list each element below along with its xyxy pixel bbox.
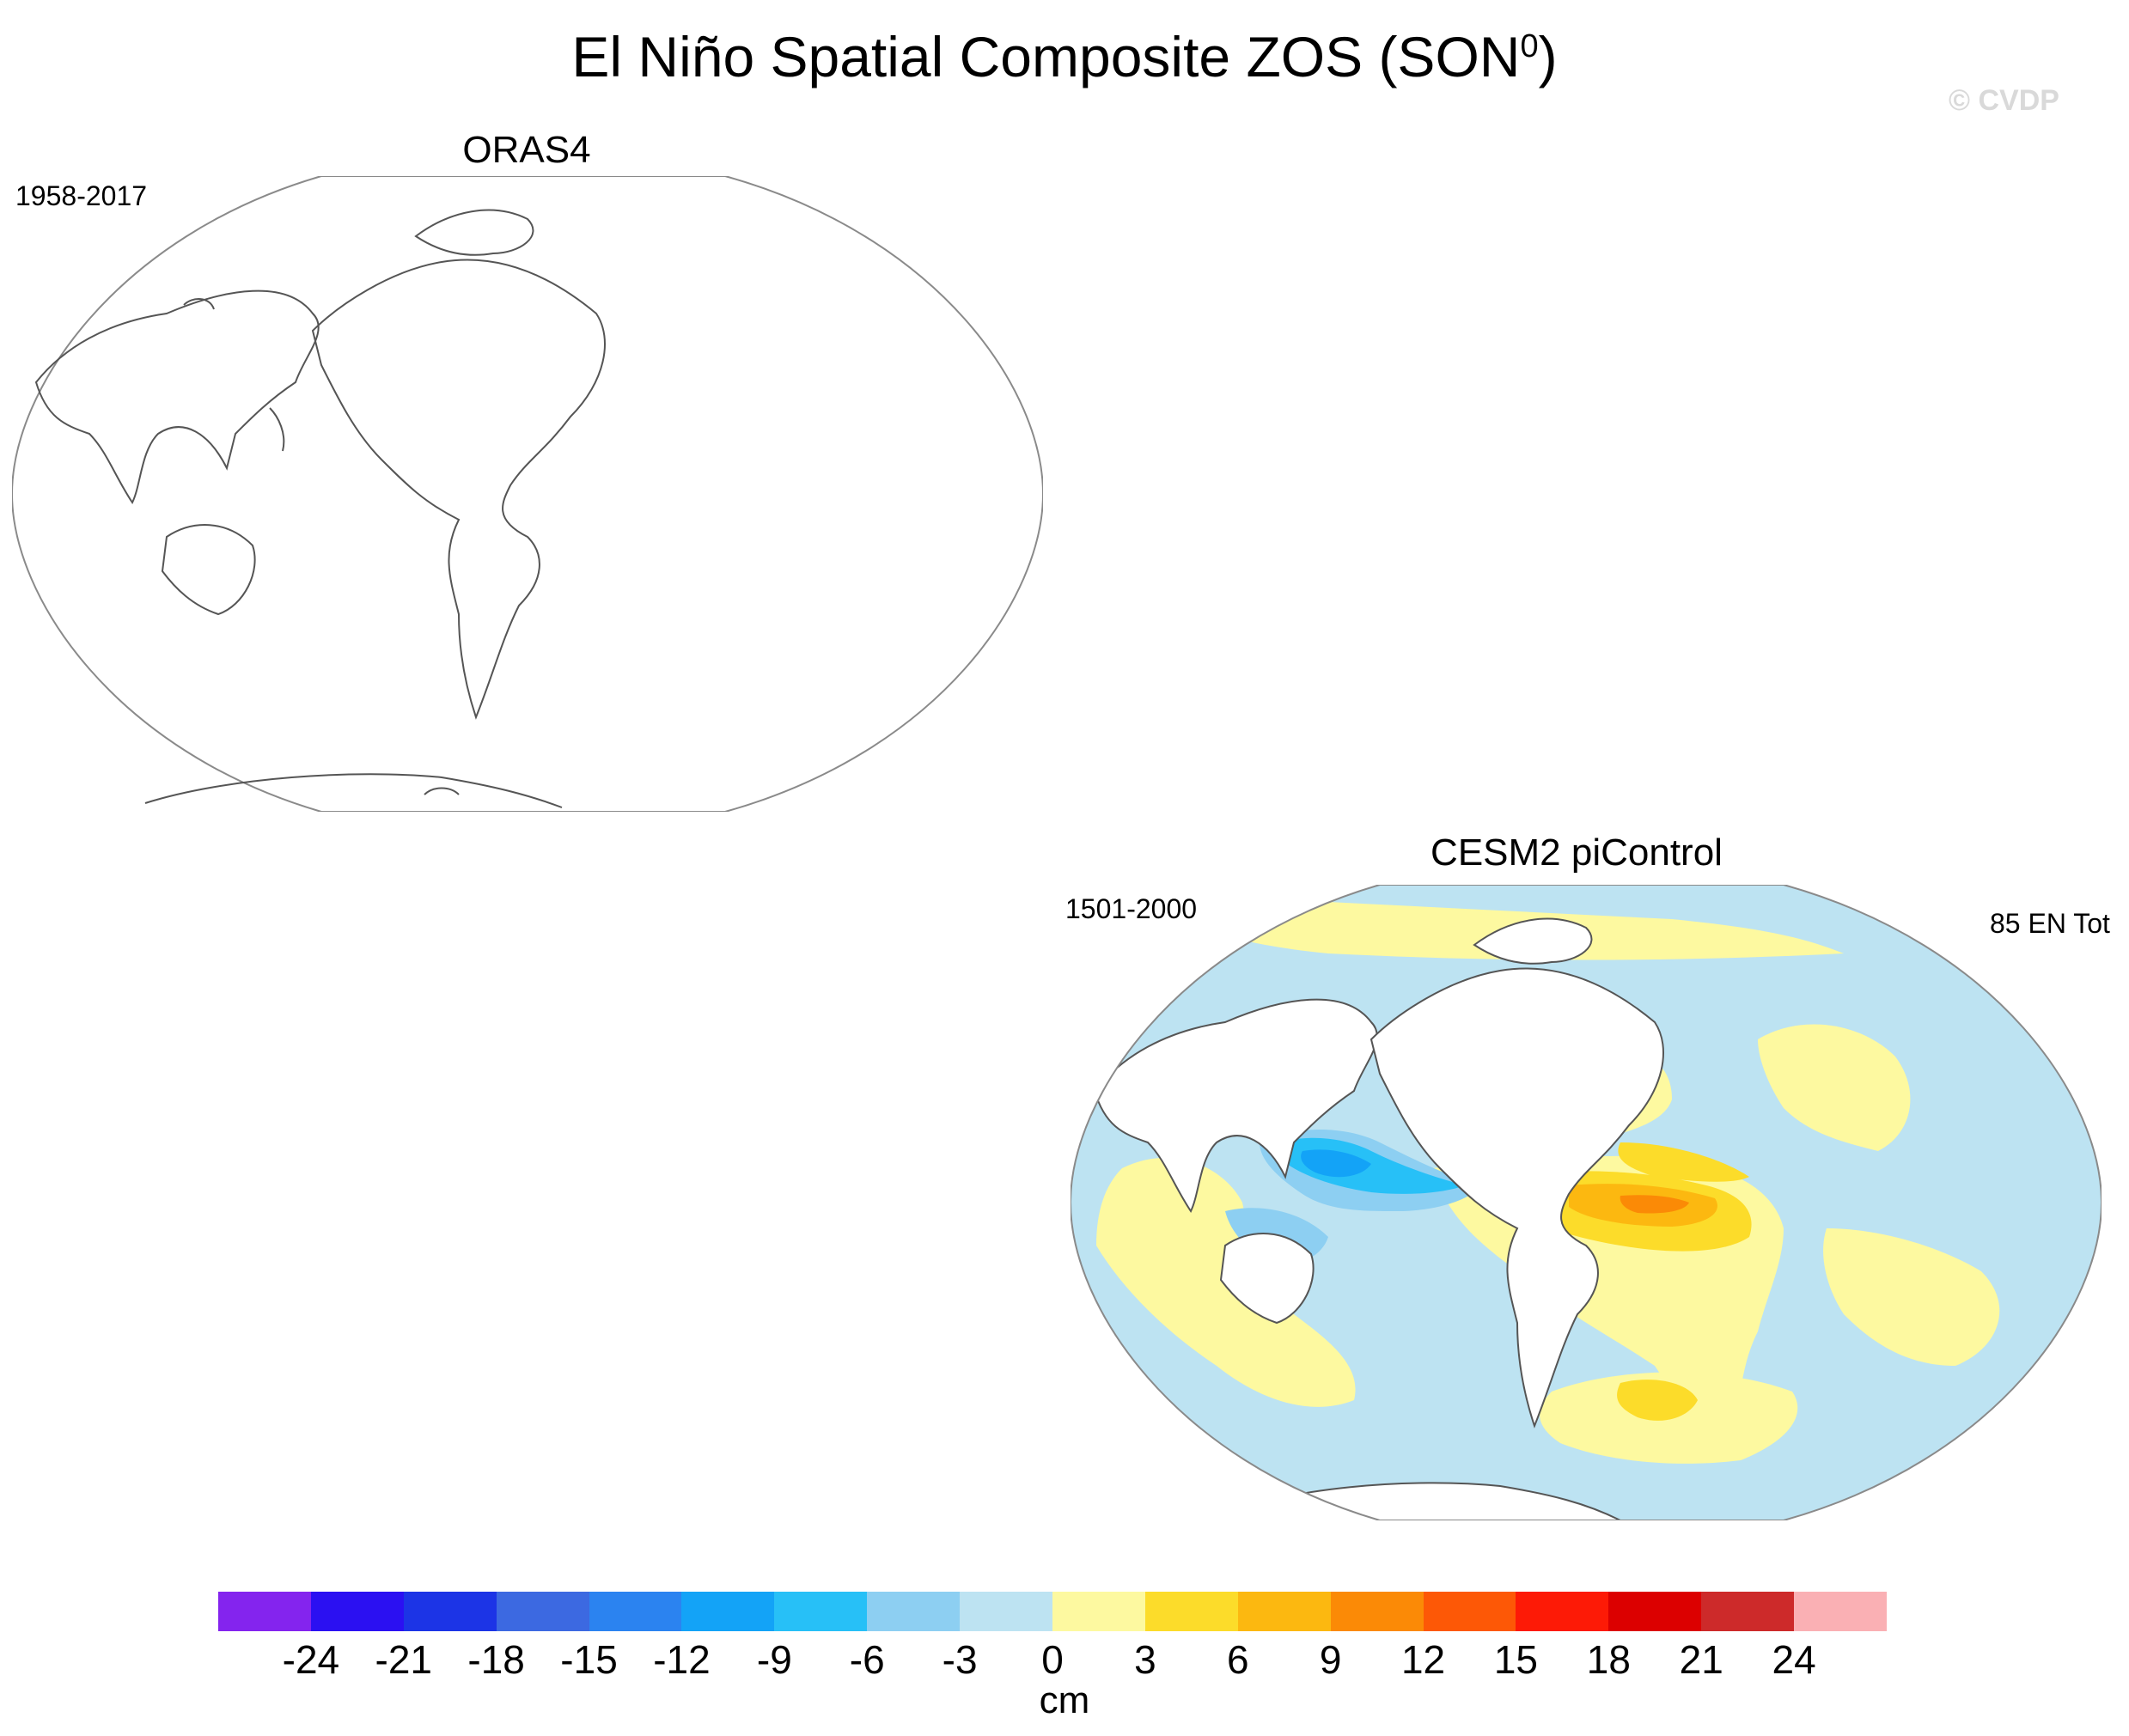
- colorbar-tick-label: 18: [1586, 1637, 1631, 1682]
- panel-years-cesm2: 1501-2000: [1065, 893, 1198, 924]
- colorbar-swatch: [1701, 1592, 1795, 1631]
- figure-title-text: El Niño Spatial Composite ZOS (SON: [571, 25, 1521, 88]
- colorbar-tick-label: -6: [849, 1637, 885, 1682]
- panel-title-oras4: ORAS4: [462, 129, 591, 171]
- colorbar-swatch: [1052, 1592, 1145, 1631]
- map-oras4: [12, 176, 1043, 812]
- colorbar-tick-label: -21: [375, 1637, 432, 1682]
- colorbar: [218, 1592, 1888, 1631]
- colorbar-tick-label: -18: [467, 1637, 525, 1682]
- colorbar-swatch: [1237, 1592, 1331, 1631]
- colorbar-swatch: [681, 1592, 775, 1631]
- colorbar-swatch: [403, 1592, 497, 1631]
- colorbar-tick-label: 0: [1041, 1637, 1064, 1682]
- colorbar-tick-label: -3: [942, 1637, 978, 1682]
- colorbar-tick-label: -15: [560, 1637, 618, 1682]
- colorbar-tick-label: 15: [1493, 1637, 1539, 1682]
- colorbar-swatch: [310, 1592, 404, 1631]
- figure-title-superscript: 0: [1520, 28, 1539, 64]
- land-masks: [1093, 917, 1664, 1520]
- colorbar-swatch: [496, 1592, 589, 1631]
- colorbar-units: cm: [1039, 1679, 1090, 1721]
- colorbar-tick-label: 21: [1679, 1637, 1723, 1682]
- colorbar-tick-label: -12: [653, 1637, 711, 1682]
- colorbar-tick-label: 6: [1226, 1637, 1249, 1682]
- map-outline-oras4: [12, 176, 1043, 812]
- colorbar-tick-label: 12: [1400, 1637, 1446, 1682]
- colorbar-swatch: [1330, 1592, 1424, 1631]
- colorbar-tick-labels: -24 -21 -18 -15 -12 -9 -6 -3 0 3 6 9 12 15 18 21 24: [0, 1636, 2129, 1688]
- colorbar-swatch: [960, 1592, 1053, 1631]
- figure-title-close: ): [1538, 25, 1558, 88]
- colorbar-swatch: [218, 1592, 311, 1631]
- colorbar-swatch: [1423, 1592, 1516, 1631]
- copyright-watermark: © CVDP: [1949, 84, 2059, 117]
- colorbar-tick-label: -24: [282, 1637, 340, 1682]
- colorbar-swatch: [589, 1592, 682, 1631]
- colorbar-swatch: [1794, 1592, 1888, 1631]
- figure-title: El Niño Spatial Composite ZOS (SON0): [0, 24, 2129, 89]
- colorbar-tick-label: 24: [1772, 1637, 1816, 1682]
- colorbar-swatch: [1516, 1592, 1609, 1631]
- colorbar-tick-label: 3: [1134, 1637, 1156, 1682]
- panel-title-cesm2: CESM2 piControl: [1431, 831, 1723, 874]
- panel-count-cesm2: 85 EN Tot: [1990, 908, 2110, 939]
- colorbar-swatch: [1144, 1592, 1238, 1631]
- colorbar-tick-label: 9: [1319, 1637, 1342, 1682]
- colorbar-tick-label: -9: [756, 1637, 792, 1682]
- colorbar-swatch: [774, 1592, 868, 1631]
- map-cesm2: [1071, 885, 2102, 1520]
- colorbar-swatch: [867, 1592, 961, 1631]
- coastlines-oras4: [34, 209, 606, 808]
- panel-years-oras4: 1958-2017: [15, 180, 148, 211]
- colorbar-swatch: [1608, 1592, 1702, 1631]
- map-outline-cesm2: [1071, 885, 2102, 1520]
